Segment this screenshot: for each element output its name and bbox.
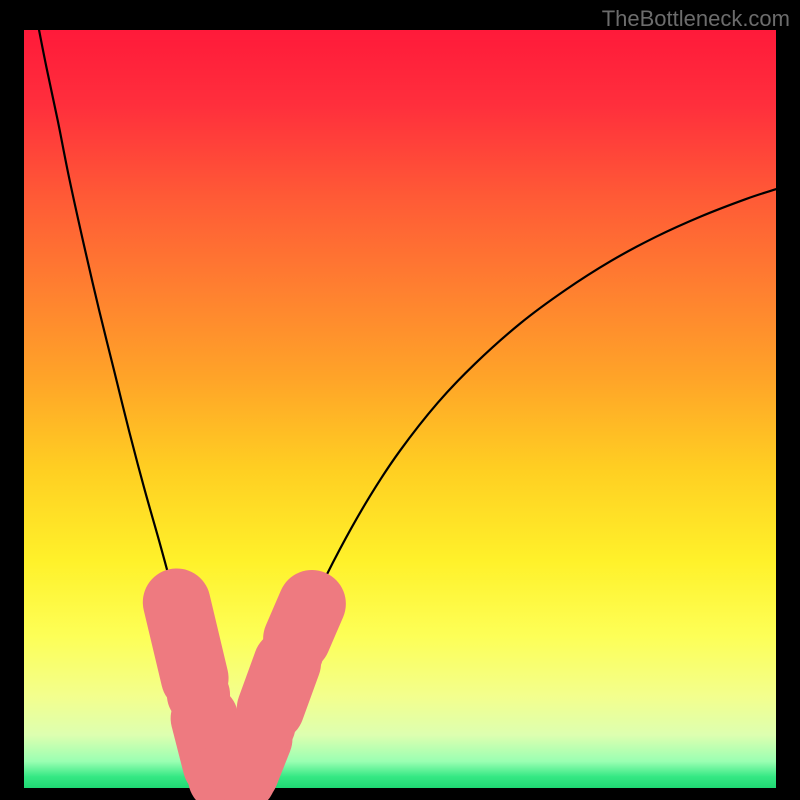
bottleneck-chart — [0, 0, 800, 800]
stage: TheBottleneck.com — [0, 0, 800, 800]
marker-dot-0 — [167, 663, 230, 726]
marker-dot-2 — [260, 621, 323, 684]
marker-dot-1 — [232, 694, 295, 757]
watermark-text: TheBottleneck.com — [602, 6, 790, 32]
plot-background — [24, 30, 776, 788]
